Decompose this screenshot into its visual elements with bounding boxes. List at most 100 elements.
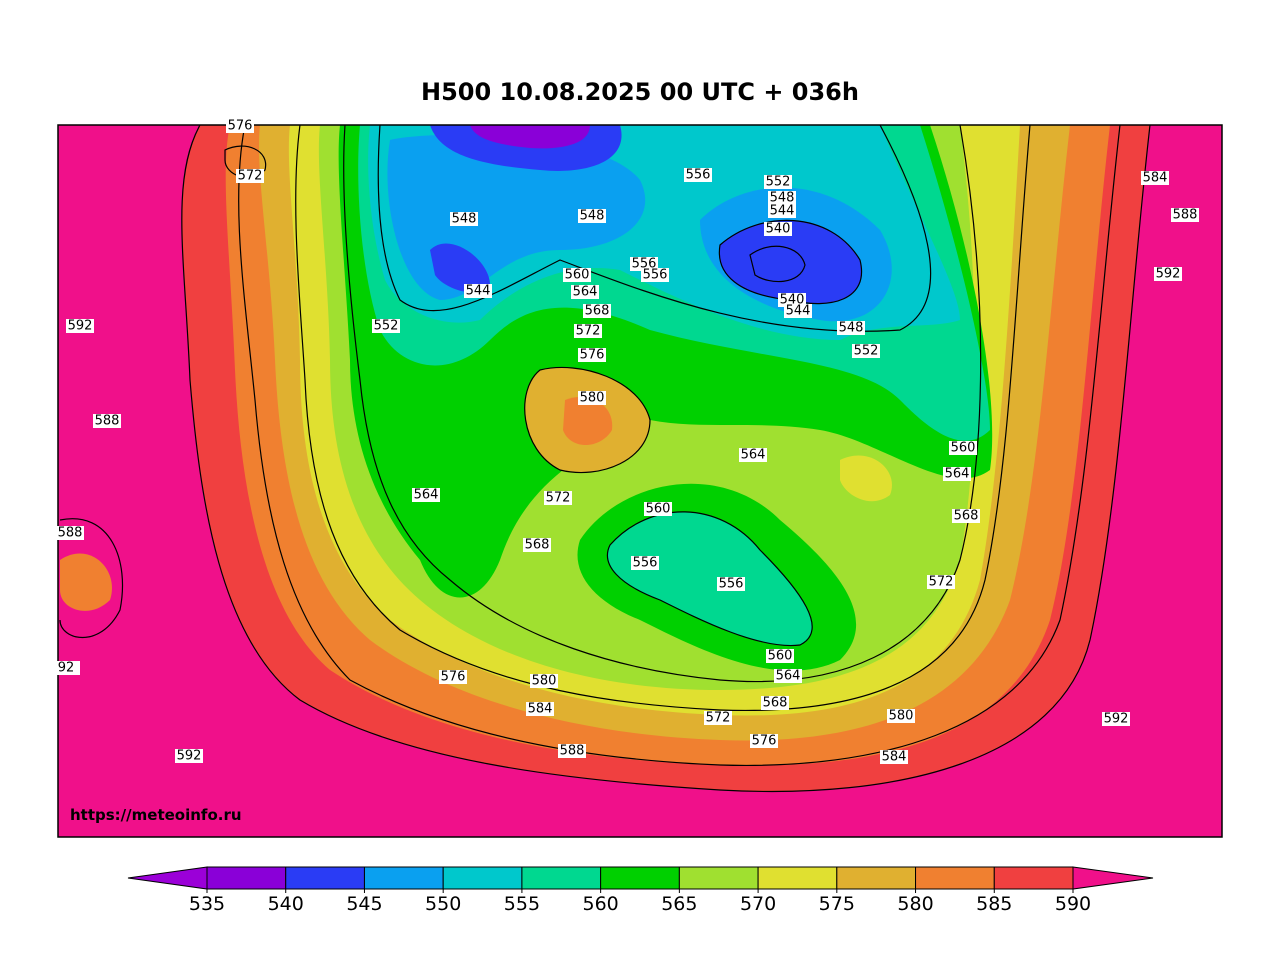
contour-label: 556 xyxy=(643,268,668,283)
contour-label: 568 xyxy=(763,696,788,711)
colorbar-segment xyxy=(363,866,444,890)
contour-label-box xyxy=(578,391,606,405)
contour-label: 592 xyxy=(1156,267,1181,282)
contour-label-box xyxy=(372,319,400,333)
colorbar-tick-label: 580 xyxy=(897,893,933,915)
contour-label-box xyxy=(578,348,606,362)
contour-label-box xyxy=(750,734,778,748)
contour-label: 584 xyxy=(1143,171,1168,186)
contour-label-box xyxy=(644,502,672,516)
colorbar-tick-label: 570 xyxy=(740,893,776,915)
contour-label: 560 xyxy=(565,268,590,283)
contour-label-box xyxy=(544,491,572,505)
map-title: H500 10.08.2025 00 UTC + 036h xyxy=(421,78,859,106)
contour-label: 588 xyxy=(560,744,585,759)
contour-label-box xyxy=(450,212,478,226)
colorbar-tick-label: 540 xyxy=(268,893,304,915)
colorbar-tick-label: 560 xyxy=(583,893,619,915)
contour-label-box xyxy=(558,744,586,758)
contour-label-box xyxy=(768,204,796,218)
contour-label: 584 xyxy=(882,750,907,765)
contour-label-box xyxy=(766,649,794,663)
contour-label: 568 xyxy=(585,304,610,319)
colorbar-tick-label: 535 xyxy=(189,893,225,915)
contour-label: 544 xyxy=(466,284,491,299)
colorbar-tick-label: 585 xyxy=(976,893,1012,915)
contour-label: 540 xyxy=(780,293,805,308)
contour-label-box xyxy=(704,711,732,725)
contour-label-box xyxy=(784,304,812,318)
contour-label: 592 xyxy=(1104,712,1129,727)
contour-label-box xyxy=(226,119,254,133)
contour-label: 588 xyxy=(95,414,120,429)
colorbar-tick-label: 545 xyxy=(346,893,382,915)
contour-label: 592 xyxy=(177,749,202,764)
contour-label: 572 xyxy=(576,324,601,339)
contour-label-box xyxy=(952,509,980,523)
contour-label: 544 xyxy=(770,204,795,219)
contour-label: 592 xyxy=(68,319,93,334)
contours xyxy=(59,125,1151,793)
contour-label-box xyxy=(1141,171,1169,185)
contour-label: 560 xyxy=(646,502,671,517)
contour-label: 576 xyxy=(228,119,253,134)
colorbar-segment xyxy=(757,866,838,890)
colorbar-segment xyxy=(678,866,759,890)
contour-label: 572 xyxy=(706,711,731,726)
contour-label: 556 xyxy=(686,168,711,183)
contour-label: 588 xyxy=(58,526,83,541)
contour-label: 548 xyxy=(580,209,605,224)
contour-label: 560 xyxy=(768,649,793,664)
contour-label: 548 xyxy=(770,191,795,206)
contour-label-box xyxy=(236,169,264,183)
colorbar-tick-label: 550 xyxy=(425,893,461,915)
contour-label: 572 xyxy=(546,491,571,506)
colorbar-segment xyxy=(836,866,917,890)
contour-label: 568 xyxy=(954,509,979,524)
contour-label: 92 xyxy=(58,661,75,676)
contour-label-box xyxy=(563,268,591,282)
contour-label: 572 xyxy=(238,169,263,184)
contour-label-box xyxy=(439,670,467,684)
contour-label-box xyxy=(175,749,203,763)
contour-label-box xyxy=(943,467,971,481)
colorbar-segment xyxy=(915,866,995,890)
colorbar-tick-label: 575 xyxy=(819,893,855,915)
contour-label: 576 xyxy=(580,348,605,363)
contour-label-box xyxy=(66,319,94,333)
contour-label-box xyxy=(574,324,602,338)
contour-label: 580 xyxy=(532,674,557,689)
contour-label: 556 xyxy=(719,577,744,592)
contour-label: 564 xyxy=(776,669,801,684)
contour-label-box xyxy=(761,696,789,710)
contour-label-box xyxy=(739,448,767,462)
contour-label: 588 xyxy=(1173,208,1198,223)
contour-label-box xyxy=(464,284,492,298)
contour-label-box xyxy=(837,321,865,335)
contour-label: 552 xyxy=(854,344,879,359)
contour-label: 540 xyxy=(766,222,791,237)
colorbar-segment xyxy=(285,866,365,890)
colorbar-segment xyxy=(993,866,1074,890)
contour-label-box xyxy=(927,575,955,589)
contour-label-box xyxy=(56,526,84,540)
contour-label-box xyxy=(1171,208,1199,222)
contour-label-box xyxy=(887,709,915,723)
contour-label: 576 xyxy=(752,734,777,749)
contour-label: 576 xyxy=(441,670,466,685)
contour-label-box xyxy=(880,750,908,764)
contour-label-box xyxy=(768,191,796,205)
contour-label: 564 xyxy=(741,448,766,463)
contour-label: 564 xyxy=(573,285,598,300)
contour-label: 548 xyxy=(839,321,864,336)
contour-label: 584 xyxy=(528,702,553,717)
contour-label-box xyxy=(630,257,658,271)
contour-label: 572 xyxy=(929,575,954,590)
colorbar: 535 540 545 550 555 560 565 570 575 580 585 590 xyxy=(127,866,1154,915)
map-frame xyxy=(57,124,1223,838)
colorbar-segment xyxy=(600,866,680,890)
contour-label-box xyxy=(764,175,792,189)
contour-label-box xyxy=(778,293,806,307)
contour-label-box xyxy=(774,669,802,683)
